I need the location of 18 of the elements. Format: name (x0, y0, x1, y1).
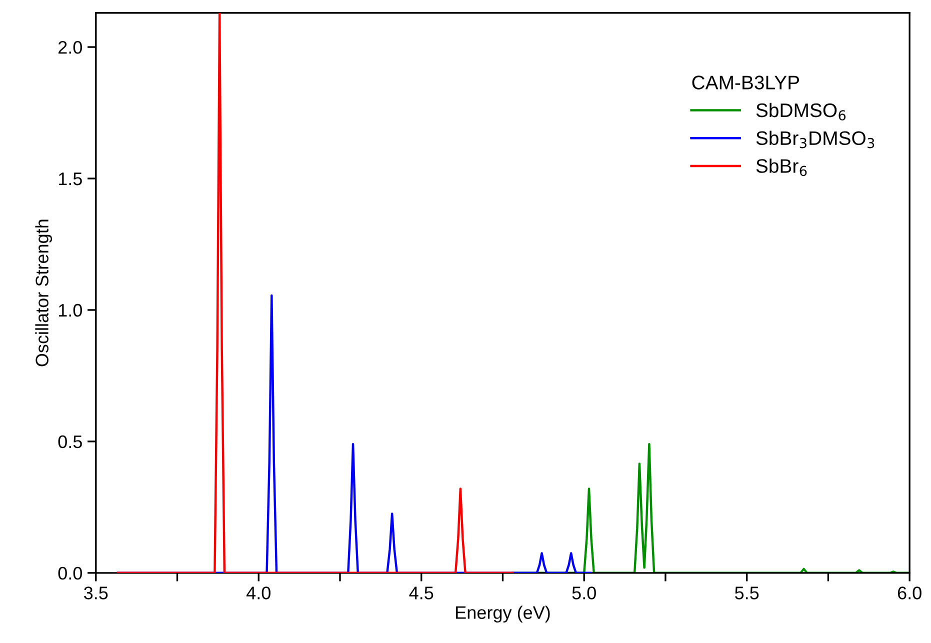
y-axis-title: Oscillator Strength (35, 220, 52, 366)
x-axis-title: Energy (eV) (456, 606, 550, 623)
legend-title: CAM-B3LYP (692, 76, 800, 90)
legend-label: SbDMSO$_{6}$ (756, 102, 846, 120)
y-tick-label: 1.0 (58, 304, 82, 317)
x-tick-label: 5.0 (572, 586, 596, 600)
y-tick-label: 1.5 (58, 172, 82, 186)
y-tick-label: 0.5 (58, 435, 82, 448)
x-tick-label: 4.5 (409, 586, 434, 600)
x-tick-label: 5.5 (735, 586, 759, 600)
y-tick-label: 2.0 (58, 40, 82, 54)
x-tick-label: 4.0 (246, 586, 270, 600)
legend-label: SbBr$_{3}$DMSO$_{3}$ (756, 130, 874, 148)
legend-label: SbBr$_{6}$ (756, 158, 807, 176)
x-tick-label: 3.5 (84, 586, 108, 600)
x-tick-label: 6.0 (898, 586, 922, 600)
y-tick-label: 0.0 (58, 566, 82, 580)
line-series (116, 12, 514, 573)
